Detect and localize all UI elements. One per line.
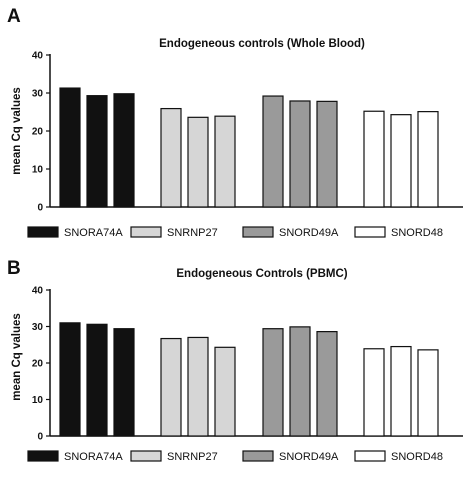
legend-swatch-snord49a (242, 226, 274, 238)
legend-swatch-snrnp27 (130, 226, 162, 238)
y-tick-label: 30 (32, 322, 44, 333)
bar-snrnp27-2 (187, 336, 209, 437)
legend-swatch-snora74a (27, 226, 59, 238)
y-tick-label: 0 (37, 432, 43, 443)
bar-snord48-1 (363, 110, 385, 208)
legend-label: SNORD48 (391, 227, 443, 239)
panel-label: A (7, 6, 21, 27)
y-tick-label: 10 (32, 395, 44, 406)
legend-label: SNORD49A (279, 227, 339, 239)
chart-title: Endogeneous Controls (PBMC) (176, 268, 348, 280)
y-tick-label: 20 (32, 359, 44, 370)
bar-chart-whole-blood: 0 10 20 30 40 SNORA74A SNRNP27 SNORD49A SNORD48 (27, 51, 463, 239)
y-tick-label: 20 (32, 127, 44, 138)
bar-snord48-1 (363, 348, 385, 437)
y-tick-label: 40 (32, 286, 44, 297)
legend-swatch-snora74a (27, 450, 59, 462)
y-tick-label: 40 (32, 51, 44, 62)
panel-b: B Endogeneous Controls (PBMC) mean Cq va… (0, 244, 474, 484)
legend-swatch-snrnp27 (130, 450, 162, 462)
legend-label: SNRNP27 (167, 227, 218, 239)
y-tick-label: 10 (32, 165, 44, 176)
y-tick-label: 30 (32, 89, 44, 100)
bar-snord48-3 (417, 349, 439, 437)
legend-swatch-snord48 (354, 450, 386, 462)
bar-snord49a-1 (262, 95, 284, 208)
bar-snord49a-2 (289, 100, 311, 208)
bar-snrnp27-2 (187, 116, 209, 208)
legend-swatch-snord49a (242, 450, 274, 462)
legend-label: SNORA74A (64, 227, 123, 239)
bar-snrnp27-3 (214, 115, 236, 208)
bar-snora74a-1 (59, 87, 81, 208)
bar-snord48-2 (390, 345, 412, 437)
bar-snord49a-3 (316, 331, 338, 437)
legend-label: SNORD48 (391, 451, 443, 463)
y-tick-label: 0 (37, 203, 43, 214)
legend-label: SNRNP27 (167, 451, 218, 463)
chart-title: Endogeneous controls (Whole Blood) (159, 38, 365, 50)
bar-snord49a-3 (316, 100, 338, 208)
bar-chart-pbmc: 0 10 20 30 40 SNORA74A SNRNP27 SNORD49A SNORD48 (27, 286, 463, 463)
bar-snord49a-2 (289, 326, 311, 437)
bar-snrnp27-1 (160, 337, 182, 437)
bar-snrnp27-3 (214, 346, 236, 437)
bar-snrnp27-1 (160, 107, 182, 208)
legend-label: SNORA74A (64, 451, 123, 463)
bar-snora74a-2 (86, 95, 108, 208)
bar-snord48-2 (390, 114, 412, 208)
legend-label: SNORD49A (279, 451, 339, 463)
bar-snora74a-3 (113, 328, 135, 437)
legend-swatch-snord48 (354, 226, 386, 238)
bar-snord49a-1 (262, 328, 284, 437)
bar-snora74a-3 (113, 93, 135, 208)
bar-snord48-3 (417, 111, 439, 208)
panel-label: B (7, 258, 21, 279)
panel-a: A Endogeneous controls (Whole Blood) mea… (7, 6, 463, 239)
bar-snora74a-1 (59, 322, 81, 437)
bar-snora74a-2 (86, 323, 108, 437)
